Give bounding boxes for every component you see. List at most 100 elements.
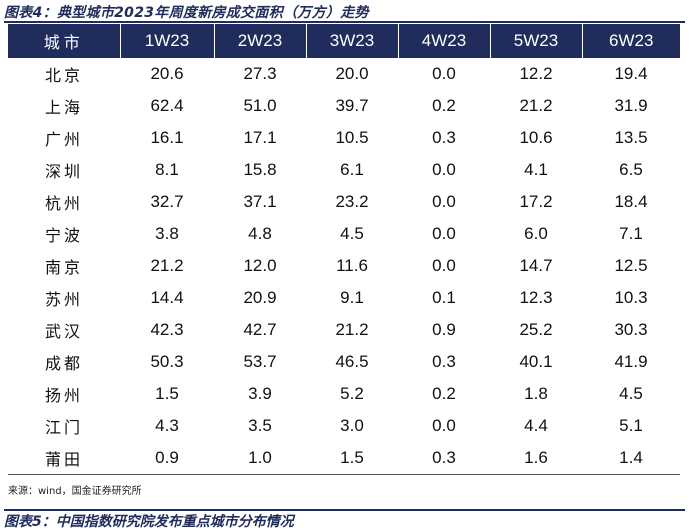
- value-cell: 0.0: [432, 64, 456, 83]
- value-cell: 1.0: [214, 442, 306, 475]
- table-row: 深圳 8.1 15.8 6.1 0.0 4.1 6.5: [8, 154, 680, 186]
- value-cell: 5.2: [340, 384, 364, 403]
- value-cell: 18.4: [614, 192, 648, 211]
- source-note: 来源：wind，国金证券研究所: [8, 486, 142, 497]
- value-cell: 25.2: [519, 320, 553, 339]
- value-cell: 14.7: [519, 256, 553, 275]
- column-header-week: 2W23: [214, 24, 307, 58]
- figure-title: 图表4：典型城市2023年周度新房成交面积（万方）走势: [4, 5, 369, 21]
- value-cell: 1.8: [524, 384, 548, 403]
- value-cell: 11.6: [336, 256, 368, 275]
- value-cell: 10.5: [335, 128, 369, 147]
- column-header-week: 3W23: [306, 24, 399, 58]
- value-cell: 0.1: [432, 288, 456, 307]
- city-name-cell: 苏州: [44, 290, 83, 309]
- table-row: 南京 21.2 12.0 11.6 0.0 14.7 12.5: [8, 250, 680, 282]
- table-header-row: 城市 1W23 2W23 3W23 4W23 5W23 6W23: [8, 24, 680, 58]
- table-row: 上海 62.4 51.0 39.7 0.2 21.2 31.9: [8, 90, 680, 122]
- value-cell: 8.1: [155, 160, 179, 179]
- value-cell: 40.1: [519, 352, 553, 371]
- value-cell: 42.3: [150, 320, 184, 339]
- city-name-cell: 上海: [44, 98, 83, 117]
- table-row: 杭州 32.7 37.1 23.2 0.0 17.2 18.4: [8, 186, 680, 218]
- value-cell: 50.3: [150, 352, 184, 371]
- value-cell: 3.8: [155, 224, 179, 243]
- city-name-cell: 成都: [44, 354, 83, 373]
- value-cell: 20.6: [150, 64, 184, 83]
- value-cell: 7.1: [619, 224, 643, 243]
- next-figure-divider: [4, 509, 685, 511]
- value-cell: 0.2: [432, 384, 456, 403]
- value-cell: 19.4: [614, 64, 648, 83]
- title-divider: [4, 21, 685, 23]
- column-header-week: 6W23: [582, 24, 680, 58]
- value-cell: 0.9: [120, 442, 214, 475]
- value-cell: 62.4: [150, 96, 184, 115]
- value-cell: 4.4: [524, 416, 548, 435]
- value-cell: 1.4: [582, 442, 680, 475]
- city-name-cell: 广州: [44, 130, 83, 149]
- city-name-cell: 杭州: [44, 194, 83, 213]
- value-cell: 4.1: [524, 160, 548, 179]
- value-cell: 13.5: [614, 128, 648, 147]
- city-name-cell: 深圳: [44, 162, 83, 181]
- value-cell: 0.3: [432, 352, 456, 371]
- value-cell: 39.7: [335, 96, 369, 115]
- value-cell: 12.0: [243, 256, 277, 275]
- next-figure-title: 图表5：中国指数研究院发布重点城市分布情况: [4, 514, 294, 530]
- value-cell: 21.2: [335, 320, 369, 339]
- value-cell: 20.9: [243, 288, 277, 307]
- column-header-week: 5W23: [490, 24, 583, 58]
- value-cell: 6.1: [340, 160, 364, 179]
- value-cell: 17.2: [519, 192, 553, 211]
- value-cell: 12.2: [519, 64, 553, 83]
- table-row: 武汉 42.3 42.7 21.2 0.9 25.2 30.3: [8, 314, 680, 346]
- value-cell: 32.7: [150, 192, 184, 211]
- value-cell: 30.3: [614, 320, 648, 339]
- value-cell: 23.2: [335, 192, 369, 211]
- city-name-cell: 扬州: [44, 386, 83, 405]
- value-cell: 21.2: [150, 256, 184, 275]
- table-row: 苏州 14.4 20.9 9.1 0.1 12.3 10.3: [8, 282, 680, 314]
- city-name-cell: 武汉: [44, 322, 83, 341]
- city-name-cell: 江门: [44, 418, 83, 437]
- city-name-cell: 宁波: [44, 226, 83, 245]
- value-cell: 5.1: [619, 416, 643, 435]
- value-cell: 3.0: [340, 416, 364, 435]
- value-cell: 16.1: [150, 128, 184, 147]
- table-row: 宁波 3.8 4.8 4.5 0.0 6.0 7.1: [8, 218, 680, 250]
- value-cell: 10.6: [519, 128, 553, 147]
- value-cell: 1.5: [155, 384, 179, 403]
- value-cell: 0.0: [432, 416, 456, 435]
- city-name-cell: 北京: [44, 66, 83, 85]
- value-cell: 0.3: [432, 128, 456, 147]
- value-cell: 27.3: [243, 64, 277, 83]
- value-cell: 3.5: [248, 416, 272, 435]
- value-cell: 41.9: [614, 352, 648, 371]
- value-cell: 12.3: [519, 288, 553, 307]
- table-row: 北京 20.6 27.3 20.0 0.0 12.2 19.4: [8, 58, 680, 90]
- value-cell: 31.9: [614, 96, 648, 115]
- value-cell: 0.3: [398, 442, 490, 475]
- table-row: 扬州 1.5 3.9 5.2 0.2 1.8 4.5: [8, 378, 680, 410]
- value-cell: 10.3: [614, 288, 648, 307]
- data-table: 城市 1W23 2W23 3W23 4W23 5W23 6W23 北京 20.6 2…: [8, 24, 680, 475]
- value-cell: 14.4: [150, 288, 184, 307]
- city-name-cell: 莆田: [8, 442, 120, 475]
- table-row: 成都 50.3 53.7 46.5 0.3 40.1 41.9: [8, 346, 680, 378]
- value-cell: 4.3: [155, 416, 179, 435]
- value-cell: 6.0: [524, 224, 548, 243]
- column-header-city: 城市: [8, 24, 121, 58]
- value-cell: 0.0: [432, 192, 456, 211]
- value-cell: 0.0: [432, 256, 456, 275]
- value-cell: 0.9: [432, 320, 456, 339]
- table-row: 江门 4.3 3.5 3.0 0.0 4.4 5.1: [8, 410, 680, 442]
- value-cell: 37.1: [243, 192, 277, 211]
- value-cell: 4.5: [619, 384, 643, 403]
- value-cell: 1.6: [490, 442, 582, 475]
- value-cell: 17.1: [243, 128, 277, 147]
- value-cell: 21.2: [519, 96, 553, 115]
- value-cell: 4.8: [248, 224, 272, 243]
- column-header-week: 4W23: [398, 24, 491, 58]
- column-header-week: 1W23: [120, 24, 215, 58]
